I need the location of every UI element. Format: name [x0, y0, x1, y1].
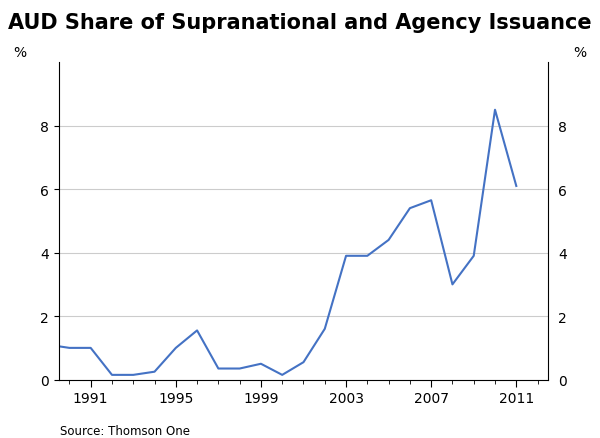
Text: %: %	[574, 46, 587, 60]
Text: AUD Share of Supranational and Agency Issuance: AUD Share of Supranational and Agency Is…	[8, 13, 592, 33]
Text: %: %	[13, 46, 26, 60]
Text: Source: Thomson One: Source: Thomson One	[60, 424, 190, 437]
